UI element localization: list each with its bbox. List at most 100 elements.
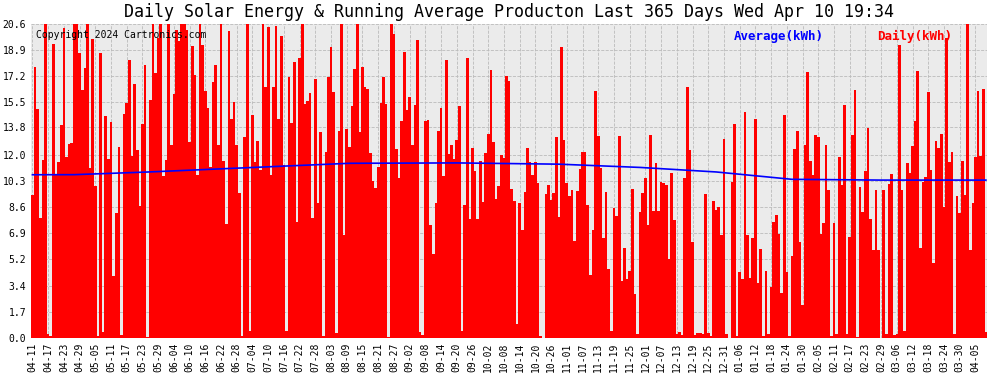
Bar — [689, 150, 691, 338]
Bar — [379, 102, 382, 338]
Bar — [657, 211, 659, 338]
Text: Copyright 2024 Cartronics.com: Copyright 2024 Cartronics.com — [36, 30, 206, 40]
Bar — [304, 104, 306, 338]
Bar — [885, 334, 888, 338]
Bar — [820, 234, 823, 338]
Bar — [204, 91, 207, 338]
Bar — [419, 333, 422, 338]
Bar — [395, 149, 398, 338]
Bar — [560, 47, 563, 338]
Bar — [613, 209, 615, 338]
Bar — [909, 173, 911, 338]
Bar — [893, 334, 896, 338]
Bar — [45, 24, 47, 338]
Bar — [112, 276, 115, 338]
Bar — [841, 185, 843, 338]
Bar — [280, 36, 282, 338]
Bar — [513, 201, 516, 338]
Bar — [39, 218, 42, 338]
Bar — [874, 190, 877, 338]
Bar — [589, 275, 592, 338]
Bar — [246, 24, 248, 338]
Bar — [605, 192, 608, 338]
Bar — [736, 336, 739, 338]
Bar — [746, 235, 748, 338]
Bar — [646, 225, 649, 338]
Bar — [642, 194, 644, 338]
Bar — [199, 24, 201, 338]
Bar — [282, 165, 285, 338]
Bar — [950, 152, 953, 338]
Bar — [851, 135, 853, 338]
Bar — [99, 53, 102, 338]
Bar — [985, 332, 987, 338]
Bar — [371, 181, 374, 338]
Bar — [772, 222, 775, 338]
Bar — [325, 152, 327, 338]
Bar — [47, 334, 50, 338]
Bar — [823, 223, 825, 338]
Bar — [440, 108, 443, 338]
Bar — [945, 38, 948, 338]
Bar — [341, 24, 343, 338]
Bar — [500, 154, 503, 338]
Bar — [215, 65, 217, 338]
Bar — [948, 162, 950, 338]
Bar — [353, 69, 356, 338]
Bar — [374, 188, 377, 338]
Bar — [767, 334, 770, 338]
Bar — [739, 272, 741, 338]
Bar — [42, 160, 45, 338]
Bar — [938, 147, 940, 338]
Bar — [917, 71, 919, 338]
Bar — [812, 176, 815, 338]
Bar — [487, 134, 489, 338]
Bar — [731, 182, 734, 338]
Bar — [796, 130, 799, 338]
Bar — [793, 149, 796, 338]
Bar — [639, 212, 642, 338]
Bar — [807, 72, 809, 338]
Bar — [118, 147, 120, 338]
Bar — [225, 224, 228, 338]
Bar — [207, 108, 209, 338]
Bar — [686, 87, 689, 338]
Bar — [430, 225, 432, 338]
Bar — [438, 131, 440, 338]
Bar — [911, 146, 914, 338]
Bar — [662, 183, 665, 338]
Bar — [142, 124, 144, 338]
Bar — [804, 145, 807, 338]
Bar — [759, 249, 762, 338]
Bar — [401, 121, 403, 338]
Bar — [552, 193, 555, 338]
Bar — [492, 142, 495, 338]
Bar — [631, 189, 634, 338]
Bar — [652, 211, 654, 338]
Bar — [416, 40, 419, 338]
Bar — [151, 24, 154, 338]
Bar — [743, 112, 746, 338]
Title: Daily Solar Energy & Running Average Producton Last 365 Days Wed Apr 10 19:34: Daily Solar Energy & Running Average Pro… — [124, 3, 894, 21]
Bar — [363, 87, 366, 338]
Bar — [73, 24, 75, 338]
Bar — [385, 104, 387, 338]
Bar — [955, 196, 958, 338]
Bar — [644, 178, 646, 338]
Bar — [919, 248, 922, 338]
Bar — [172, 94, 175, 338]
Bar — [683, 178, 686, 338]
Bar — [406, 110, 408, 338]
Bar — [584, 152, 586, 338]
Bar — [667, 260, 670, 338]
Bar — [565, 183, 568, 338]
Bar — [489, 70, 492, 338]
Bar — [159, 24, 162, 338]
Bar — [848, 237, 851, 338]
Bar — [180, 24, 183, 338]
Bar — [618, 136, 621, 338]
Bar — [350, 106, 353, 338]
Text: Daily(kWh): Daily(kWh) — [877, 30, 952, 43]
Bar — [277, 119, 280, 338]
Bar — [94, 186, 97, 338]
